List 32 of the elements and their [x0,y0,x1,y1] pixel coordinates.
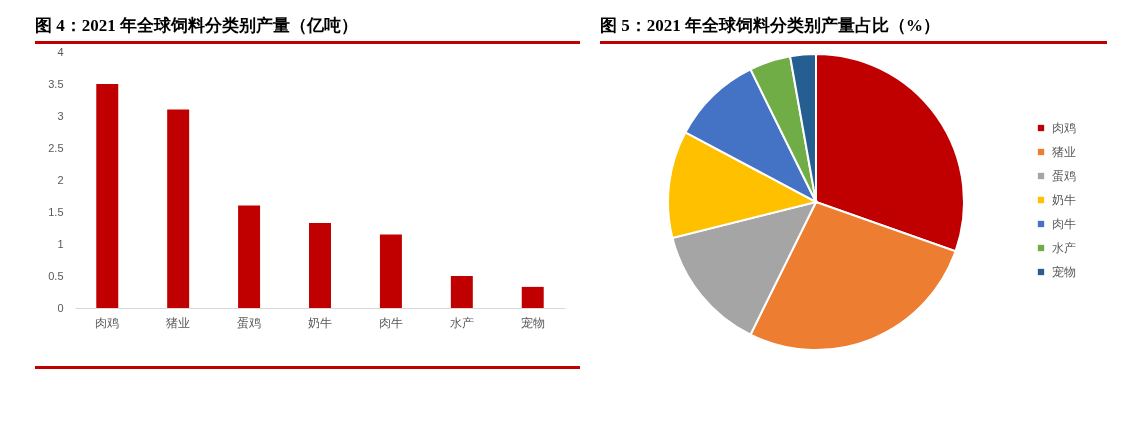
y-tick-label: 2 [57,173,64,186]
y-tick-label: 1.5 [48,205,64,218]
chart-title: 图 5：2021 年全球饲料分类别产量占比（%） [600,15,940,37]
x-tick-label: 奶牛 [308,315,332,330]
x-tick-label: 猪业 [166,315,191,330]
y-tick-label: 0 [57,301,64,314]
bar [167,109,190,308]
legend-label: 肉鸡 [1052,121,1076,135]
x-tick-label: 蛋鸡 [237,315,262,330]
x-tick-label: 肉牛 [378,315,403,330]
x-tick-label: 水产 [449,315,474,330]
bar [96,84,119,308]
bar [379,234,402,308]
y-tick-label: 4 [57,45,64,58]
legend-label: 水产 [1052,241,1076,255]
y-tick-label: 1 [57,237,64,250]
y-tick-label: 3 [57,109,64,122]
y-tick-label: 2.5 [48,141,64,154]
chart-title: 图 4：2021 年全球饲料分类别产量（亿吨） [35,15,358,37]
legend-label: 肉牛 [1052,217,1076,231]
legend-label: 奶牛 [1052,193,1076,207]
y-tick-label: 3.5 [48,77,64,90]
bar [309,222,331,308]
y-tick-label: 0.5 [48,269,64,282]
bar [238,205,261,308]
legend-label: 蛋鸡 [1052,169,1076,183]
x-tick-label: 肉鸡 [95,315,120,330]
legend-label: 宠物 [1052,265,1076,279]
x-tick-label: 宠物 [520,315,545,330]
bar [521,286,544,308]
bar [450,276,473,308]
legend-label: 猪业 [1052,145,1076,159]
